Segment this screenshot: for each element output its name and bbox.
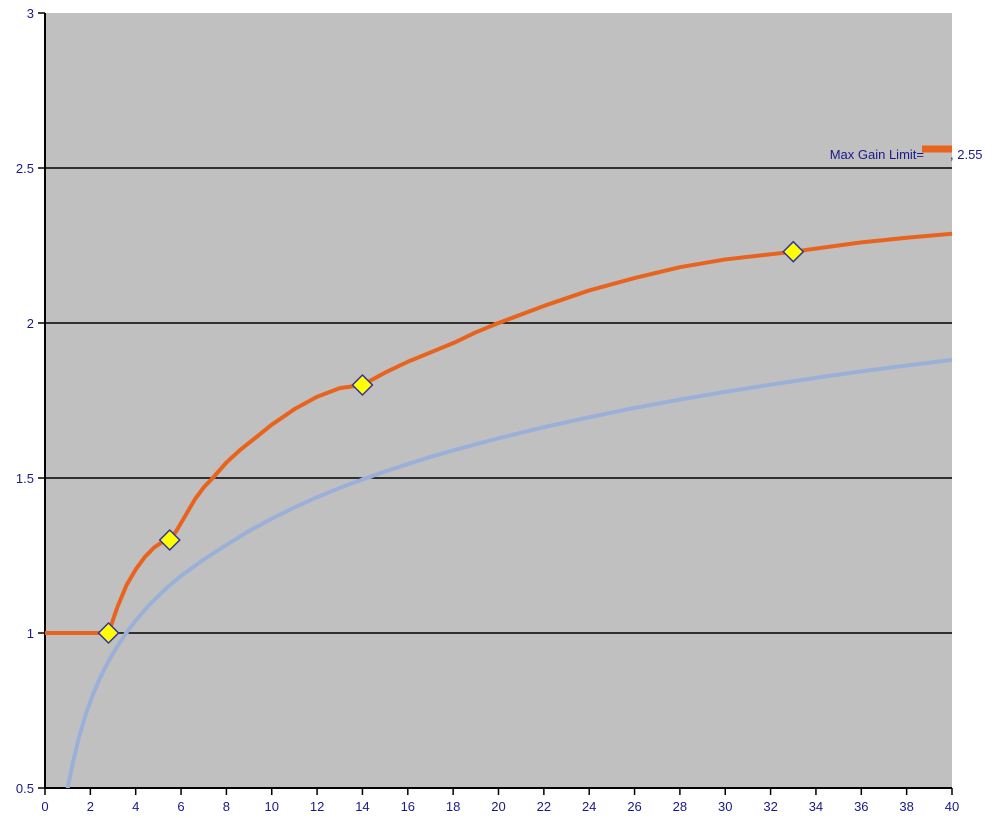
x-tick-label: 26 (627, 799, 641, 814)
series-line-measured-gain (45, 231, 952, 635)
y-tick-label: 1.5 (16, 471, 34, 486)
x-tick-label: 20 (491, 799, 505, 814)
data-point-markers (97, 240, 805, 645)
y-axis-tick-labels: 0.5 1 1.5 2 2.5 3 (16, 6, 34, 796)
x-tick-label: 18 (446, 799, 460, 814)
y-tick-label: 1 (27, 626, 34, 641)
legend-label-text: Max Gain Limit= (830, 147, 924, 162)
x-tick-label: 4 (132, 799, 139, 814)
x-axis-tick-labels: 0 2 4 6 8 10 12 14 16 18 20 22 24 26 28 30 32 34 36 38 40 (41, 799, 959, 814)
x-tick-label: 28 (673, 799, 687, 814)
y-tick-label: 2 (27, 316, 34, 331)
x-tick-label: 12 (310, 799, 324, 814)
x-tick-label: 0 (41, 799, 48, 814)
x-tick-label: 8 (223, 799, 230, 814)
x-tick-label: 16 (401, 799, 415, 814)
x-tick-label: 2 (87, 799, 94, 814)
x-tick-label: 34 (809, 799, 823, 814)
y-tick-label: 3 (27, 6, 34, 21)
data-point-marker (158, 528, 181, 552)
x-tick-label: 38 (899, 799, 913, 814)
x-tick-label: 6 (177, 799, 184, 814)
x-tick-label: 14 (355, 799, 369, 814)
chart-legend: Max Gain Limit= , 2.55 (830, 145, 983, 162)
data-point-marker (782, 240, 805, 263)
x-tick-label: 30 (718, 799, 732, 814)
x-tick-label: 10 (265, 799, 279, 814)
y-tick-label: 2.5 (16, 161, 34, 176)
x-tick-label: 40 (945, 799, 959, 814)
legend-value-text: , 2.55 (950, 147, 983, 162)
series-line-theoretical-log-curve (65, 357, 952, 788)
y-axis-tick-marks (38, 12, 45, 789)
data-point-marker (97, 621, 120, 645)
x-tick-label: 36 (854, 799, 868, 814)
x-tick-label: 24 (582, 799, 596, 814)
data-series (45, 231, 952, 788)
x-axis-tick-marks (44, 788, 953, 795)
x-tick-label: 22 (537, 799, 551, 814)
y-tick-label: 0.5 (16, 781, 34, 796)
x-tick-label: 32 (763, 799, 777, 814)
plot-area-background (45, 13, 952, 788)
data-point-marker (351, 373, 374, 397)
